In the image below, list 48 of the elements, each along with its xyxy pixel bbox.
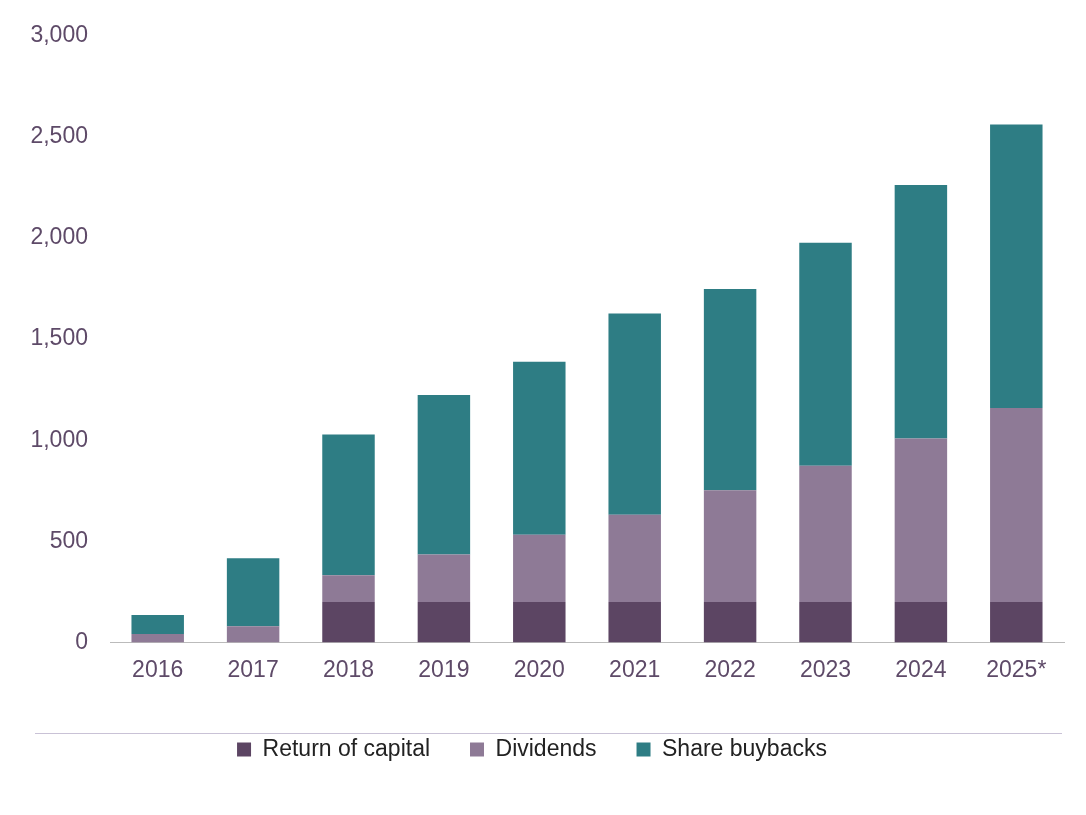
bar xyxy=(608,601,661,643)
x-tick-label: 2017 xyxy=(227,655,279,682)
bar xyxy=(990,124,1043,409)
bar xyxy=(131,633,184,643)
y-tick-label: 3,000 xyxy=(30,21,88,48)
y-tick-label: 0 xyxy=(75,627,88,654)
bar xyxy=(322,601,375,643)
legend-label: Return of capital xyxy=(262,734,431,761)
x-tick-label: 2024 xyxy=(895,655,947,682)
legend-label: Share buybacks xyxy=(662,734,827,761)
bar xyxy=(990,601,1043,643)
bar xyxy=(417,394,471,555)
bar xyxy=(894,185,948,439)
bar xyxy=(513,361,566,535)
x-tick-label: 2023 xyxy=(799,655,852,682)
bar xyxy=(799,601,852,643)
bar xyxy=(226,558,280,627)
bar xyxy=(799,465,852,602)
bar xyxy=(417,601,471,643)
x-tick-label: 2025* xyxy=(986,655,1047,682)
x-tick-label: 2022 xyxy=(704,655,756,682)
x-tick-label: 2020 xyxy=(513,655,565,682)
bar xyxy=(417,554,471,602)
bar xyxy=(513,534,566,602)
legend-label: Dividends xyxy=(495,734,597,761)
bar xyxy=(703,601,757,643)
bar xyxy=(799,242,852,466)
bar xyxy=(894,438,948,602)
y-tick-label: 1,500 xyxy=(30,324,88,351)
bar xyxy=(703,490,757,602)
bar xyxy=(703,288,757,491)
bar xyxy=(322,434,375,576)
bar xyxy=(322,575,375,602)
bar xyxy=(894,601,948,643)
x-tick-label: 2021 xyxy=(609,655,661,682)
bar xyxy=(608,514,661,602)
bar xyxy=(608,313,661,515)
y-tick-label: 2,000 xyxy=(30,223,88,250)
y-tick-label: 500 xyxy=(49,526,88,553)
x-tick-label: 2019 xyxy=(418,655,470,682)
bar xyxy=(513,601,566,643)
x-tick-label: 2018 xyxy=(322,655,375,682)
y-tick-label: 1,000 xyxy=(30,425,88,452)
bar xyxy=(226,626,280,643)
y-tick-label: 2,500 xyxy=(30,122,88,149)
bar xyxy=(990,408,1043,602)
bar xyxy=(131,615,184,634)
x-tick-label: 2016 xyxy=(132,655,184,682)
